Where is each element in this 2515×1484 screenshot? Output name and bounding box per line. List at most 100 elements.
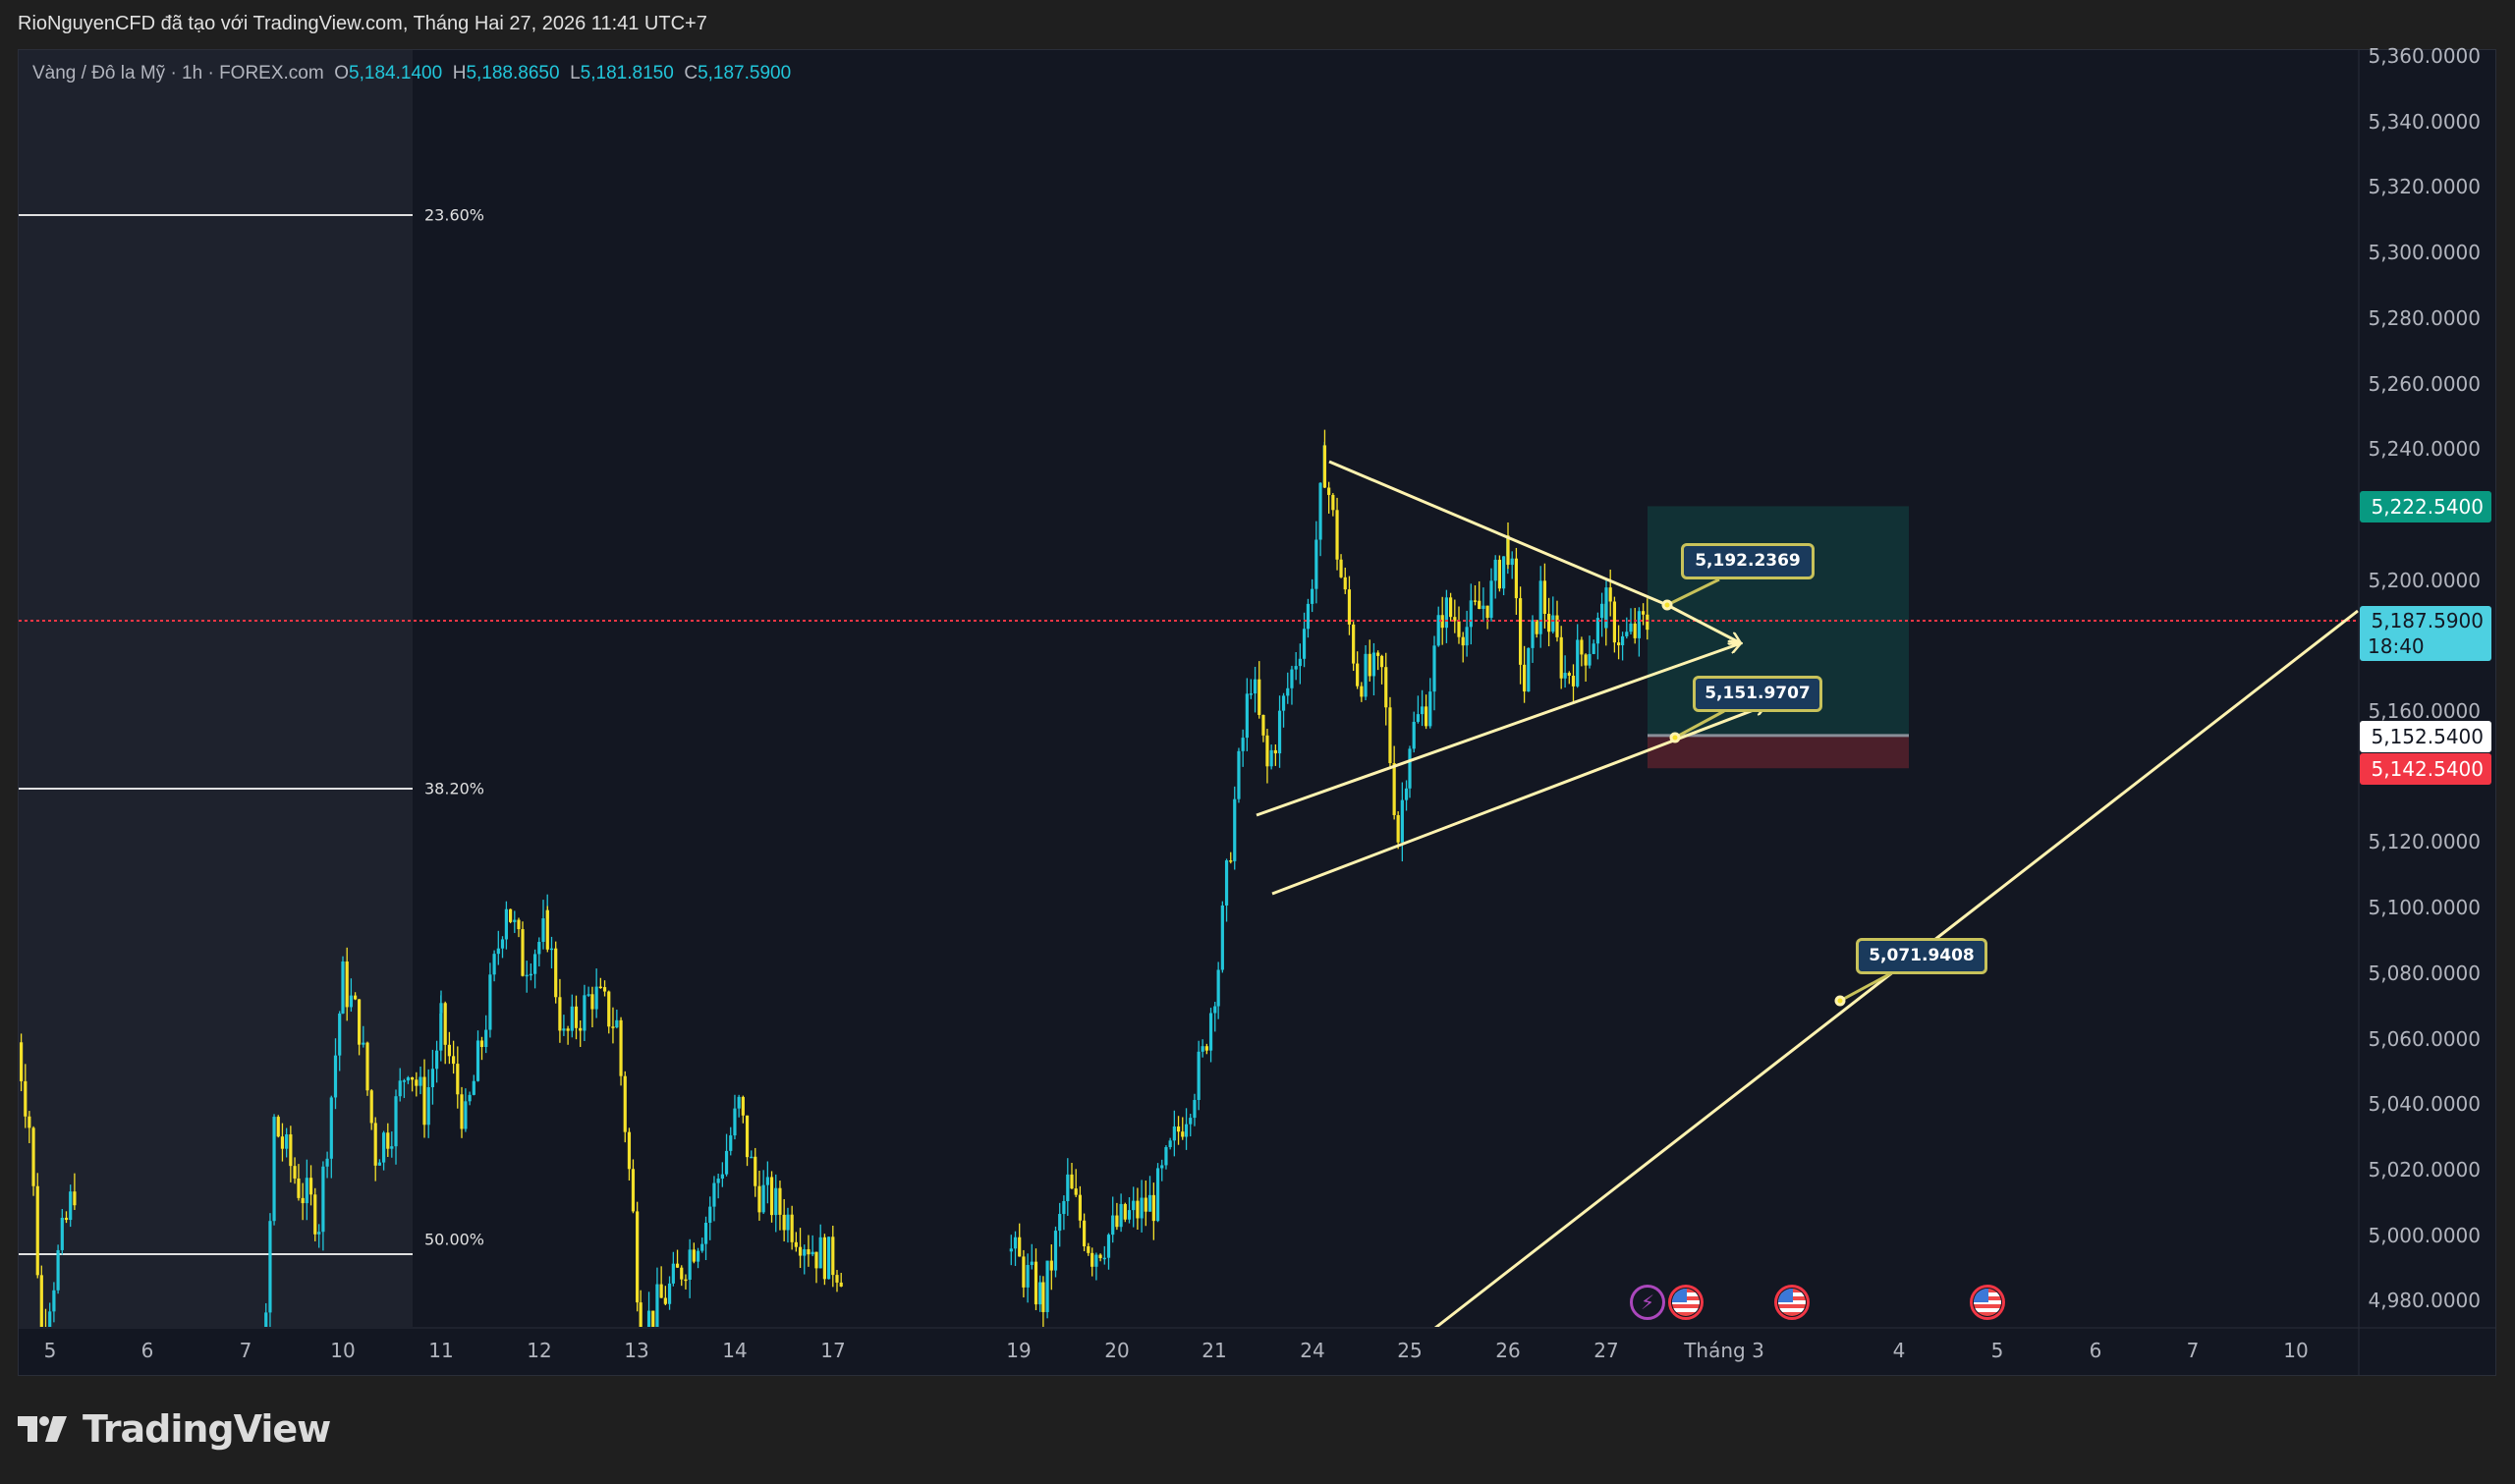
candle-body [31,1127,35,1186]
candle [786,1207,790,1243]
time-tick-label: 27 [1593,1339,1619,1362]
candle [533,949,537,989]
candle [1563,655,1567,688]
candle [765,1161,769,1204]
candle-body [452,1056,456,1065]
candle-body [406,1076,410,1081]
triangle-upper-trendline[interactable] [1328,460,1668,607]
anchor-point[interactable] [1834,995,1846,1007]
candle-body [1197,1051,1201,1100]
lightning-icon[interactable]: ⚡ [1630,1285,1665,1320]
candle [1629,608,1633,634]
tradingview-logo[interactable]: TradingView [18,1407,331,1451]
low-value: 5,181.8150 [580,63,674,83]
candle-body [1049,1260,1053,1271]
candle [675,1249,680,1268]
candle-body [1273,749,1277,754]
anchor-point[interactable] [1669,732,1681,743]
candle-body [1595,618,1599,644]
price-callout[interactable]: 5,192.2369 [1681,543,1815,579]
candle-body [1408,748,1412,789]
candle-body [692,1249,696,1262]
candle-body [545,909,549,950]
candle-body [426,1086,430,1126]
price-callout[interactable]: 5,071.9408 [1856,938,1987,974]
candle-body [1038,1282,1042,1305]
candle-body [1364,653,1368,697]
candle [745,1115,750,1167]
candle-body [1331,494,1335,511]
symbol-name[interactable]: Vàng / Đô la Mỹ · 1h · FOREX.com [32,63,324,83]
candle [500,936,505,959]
candle [44,1308,47,1327]
candle [390,1131,394,1158]
candle [1013,1231,1018,1266]
candle [1237,747,1241,803]
anchor-point[interactable] [1661,599,1673,611]
candle-body [1527,647,1531,692]
candle-body [289,1134,293,1167]
price-tick-label: 5,060.0000 [2368,1026,2481,1051]
candle-body [778,1187,782,1215]
candle-body [1485,605,1489,619]
triangle-lower-trendline[interactable] [1256,643,1741,817]
candle [1074,1169,1078,1197]
candle [1273,743,1277,766]
fib-shaded-region [19,50,413,1327]
candle [1646,598,1649,640]
candle [623,1071,627,1143]
candle-body [1440,615,1444,629]
candle [627,1127,632,1182]
candle-body [1461,636,1465,646]
candle-body [472,1080,475,1095]
callout-pointer [1666,577,1720,607]
candle-body [1013,1237,1018,1249]
candle [1523,645,1527,703]
breakout-arrow-upper[interactable] [1666,603,1741,643]
candle-body [422,1076,426,1126]
candle-body [708,1206,712,1224]
candle-body [1412,721,1416,749]
candle [1087,1242,1090,1256]
time-tick-label: 7 [2186,1339,2200,1362]
candle-body [1538,580,1542,634]
candle [1621,632,1625,661]
candle-body [1580,639,1584,655]
candle [1633,607,1637,644]
loss-zone[interactable] [1648,735,1909,769]
candle-body [1563,673,1567,679]
candle-body [1352,624,1356,664]
candle [321,1161,325,1251]
candle-body [1600,603,1604,619]
candle [639,1290,643,1327]
candle-body [305,1178,308,1204]
us-flag-icon[interactable] [1668,1285,1704,1320]
candle-body [741,1096,745,1116]
time-tick-label: 25 [1397,1339,1423,1362]
fib-label-23-6: 23.60% [424,205,485,225]
channel-support-trendline[interactable] [1271,705,1766,896]
candle-body [1119,1203,1123,1228]
candle [1485,605,1489,630]
candle-body [684,1279,688,1282]
candle [24,1064,28,1128]
candle [1306,598,1311,638]
candle [1428,678,1432,729]
candle-body [1457,621,1461,637]
candle-body [1567,673,1571,677]
candle [807,1235,810,1267]
time-tick-label: 5 [1990,1339,2004,1362]
candle-body [814,1251,818,1269]
candle-body [1201,1046,1204,1052]
candle-body [280,1136,285,1149]
candle [272,1114,276,1226]
price-callout[interactable]: 5,151.9707 [1693,676,1822,712]
candle-body [349,995,353,1008]
candle [73,1173,77,1210]
us-flag-icon[interactable] [1774,1285,1810,1320]
candle [1592,639,1595,655]
us-flag-icon[interactable] [1970,1285,2005,1320]
candle [562,1015,566,1036]
chart-pane[interactable] [18,49,2496,1376]
